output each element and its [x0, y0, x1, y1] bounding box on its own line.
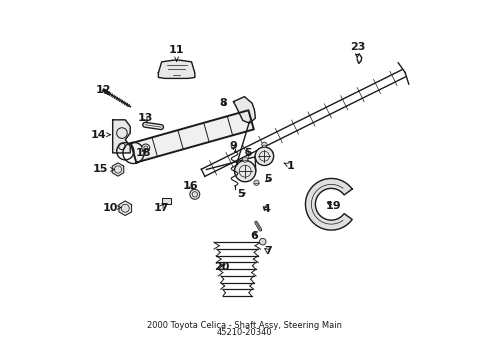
Text: 20: 20	[213, 262, 228, 272]
Text: 14: 14	[91, 130, 110, 140]
Circle shape	[259, 238, 265, 245]
Polygon shape	[158, 60, 194, 78]
Circle shape	[242, 157, 247, 162]
Text: 13: 13	[137, 113, 153, 123]
Text: 11: 11	[168, 45, 184, 61]
Text: 10: 10	[102, 203, 121, 212]
Polygon shape	[305, 179, 351, 230]
Text: 15: 15	[93, 165, 114, 175]
Polygon shape	[233, 96, 255, 123]
Circle shape	[255, 147, 273, 166]
Text: 6: 6	[250, 231, 258, 241]
Text: 17: 17	[153, 203, 168, 212]
Circle shape	[261, 142, 266, 147]
Text: 5: 5	[237, 189, 244, 199]
Text: 9: 9	[228, 141, 236, 151]
Circle shape	[142, 144, 149, 152]
Text: 7: 7	[263, 246, 271, 256]
Text: 2000 Toyota Celica - Shaft Assy, Steering Main: 2000 Toyota Celica - Shaft Assy, Steerin…	[147, 321, 341, 330]
Text: 23: 23	[349, 42, 365, 58]
Circle shape	[234, 161, 255, 182]
Circle shape	[189, 189, 200, 199]
Polygon shape	[119, 201, 131, 216]
Text: 18: 18	[136, 148, 151, 158]
Polygon shape	[112, 163, 123, 176]
Text: 19: 19	[325, 201, 341, 211]
Text: 1: 1	[284, 161, 294, 171]
Text: 4: 4	[262, 204, 269, 214]
Circle shape	[253, 180, 259, 185]
Polygon shape	[112, 120, 130, 153]
Polygon shape	[162, 198, 171, 204]
Text: 5: 5	[264, 175, 271, 184]
Text: 12: 12	[96, 85, 111, 95]
Polygon shape	[131, 110, 253, 162]
Text: 16: 16	[183, 181, 198, 191]
Text: 5: 5	[244, 148, 251, 158]
Text: 8: 8	[219, 98, 226, 108]
Text: 45210-20340: 45210-20340	[216, 328, 272, 337]
